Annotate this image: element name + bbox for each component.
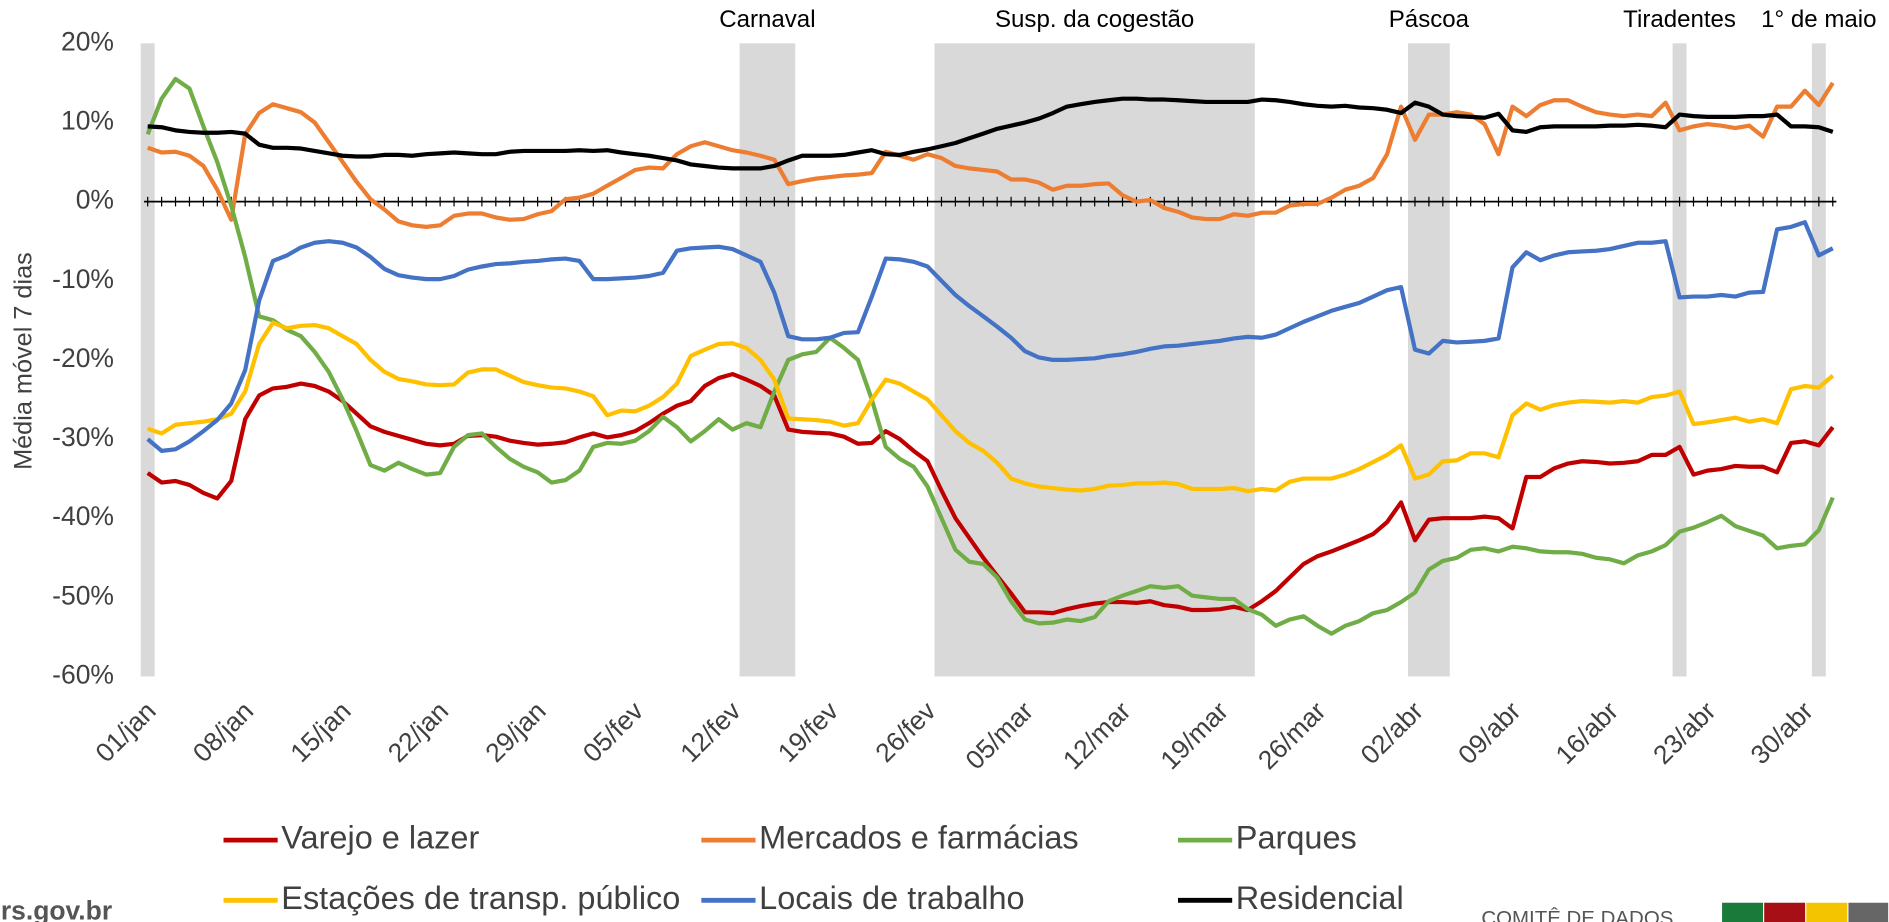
x-tick-label: 05/fev xyxy=(577,695,650,768)
y-tick-label: 20% xyxy=(61,26,114,56)
x-tick-label: 23/abr xyxy=(1647,696,1721,770)
logo-block xyxy=(1722,902,1763,922)
x-tick-label: 02/abr xyxy=(1355,696,1429,770)
x-tick-label: 19/fev xyxy=(772,695,845,768)
series-line xyxy=(146,371,1835,616)
series-line xyxy=(147,320,1835,494)
x-tick-label: 01/jan xyxy=(89,696,161,768)
x-tick-label: 16/abr xyxy=(1550,696,1624,770)
x-tick-label: 19/mar xyxy=(1155,696,1235,776)
shaded-period xyxy=(140,43,155,677)
series-line xyxy=(146,220,1834,453)
legend-label: Parques xyxy=(1236,820,1357,856)
logo-block xyxy=(1806,902,1848,922)
period-label: Tiradentes xyxy=(1623,6,1736,33)
legend: Varejo e lazer Mercados e farmácias Parque… xyxy=(223,820,1404,916)
legend-label: Varejo e lazer xyxy=(281,820,479,856)
y-tick-label: -60% xyxy=(52,659,114,689)
y-tick-label: -50% xyxy=(52,580,114,610)
x-tick-label: 12/fev xyxy=(674,695,747,768)
series-line xyxy=(147,81,1835,229)
x-tick-label: 12/mar xyxy=(1057,696,1137,776)
x-tick-label: 05/mar xyxy=(960,696,1040,776)
x-tick-label: 08/jan xyxy=(187,696,259,768)
footer-org: COMITÊ DE DADOS xyxy=(1481,907,1673,922)
shaded-period xyxy=(1672,43,1687,677)
footer-site: rs.gov.br xyxy=(1,895,112,922)
logo-block xyxy=(1764,902,1806,922)
series-lines xyxy=(145,76,1835,636)
period-label: 1° de maio xyxy=(1761,6,1876,33)
x-tick-label: 26/fev xyxy=(869,695,942,768)
logo-block xyxy=(1848,902,1889,922)
legend-label: Estações de transp. público xyxy=(281,880,680,916)
x-tick-label: 29/jan xyxy=(479,696,551,768)
series-line xyxy=(147,96,1834,171)
y-tick-label: 0% xyxy=(76,185,114,215)
series-line xyxy=(145,76,1835,636)
period-label: Susp. da cogestão xyxy=(995,6,1194,33)
y-tick-label: -30% xyxy=(52,422,114,452)
y-tick-label: -20% xyxy=(52,343,114,373)
shaded-period xyxy=(1811,43,1826,677)
legend-label: Residencial xyxy=(1236,880,1404,916)
x-tick-label: 30/abr xyxy=(1745,696,1819,770)
y-tick-label: -10% xyxy=(52,264,114,294)
x-tick-label: 26/mar xyxy=(1252,696,1332,776)
legend-label: Locais de trabalho xyxy=(759,880,1024,916)
y-axis-label: Média móvel 7 dias xyxy=(10,252,38,470)
x-tick-label: 22/jan xyxy=(382,696,454,768)
y-tick-label: -40% xyxy=(52,501,114,531)
shaded-periods: Carnaval Susp. da cogestão Páscoa Tiradente… xyxy=(140,6,1876,677)
x-tick-label: 09/abr xyxy=(1452,696,1526,770)
y-tick-label: 10% xyxy=(61,105,114,135)
legend-label: Mercados e farmácias xyxy=(759,820,1079,856)
period-label: Carnaval xyxy=(719,6,815,33)
period-label: Páscoa xyxy=(1389,6,1470,33)
x-tick-label: 15/jan xyxy=(284,696,356,768)
